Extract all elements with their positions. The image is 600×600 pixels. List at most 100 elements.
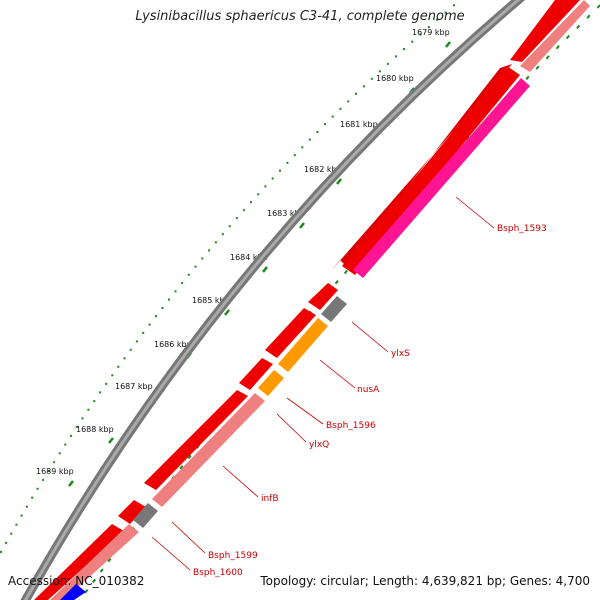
tick-dot	[70, 434, 72, 437]
tick-dot	[347, 100, 350, 103]
tick-dot	[58, 452, 61, 455]
topology-text: Topology: circular; Length: 4,639,821 bp…	[260, 574, 590, 588]
gene-feature[interactable]	[353, 78, 530, 278]
gene-feature[interactable]	[144, 390, 248, 490]
tick-dot	[208, 249, 211, 252]
tick-dot	[286, 161, 289, 164]
tick-dot	[355, 92, 357, 95]
tick-dot	[411, 40, 414, 43]
label-leader	[276, 413, 307, 443]
tick-label: 1685 kbp	[192, 296, 230, 305]
tick-dot	[214, 241, 217, 244]
gene-labels: Bsph_1593 ylxS nusA Bsph_1596 ylxQ infB …	[151, 196, 547, 578]
tick-dot	[279, 169, 281, 172]
gene-feature[interactable]	[239, 358, 273, 390]
tick-dot	[81, 417, 84, 420]
tick-dot	[181, 282, 184, 285]
gene-label-ylxq[interactable]: ylxQ	[309, 440, 329, 450]
tick-dot	[93, 400, 96, 403]
tick-label: 1689 kbp	[36, 467, 74, 476]
tick-dot	[301, 146, 304, 149]
tick-label: 1683 kbp	[267, 209, 305, 218]
tick-dot	[148, 323, 151, 326]
tick-dot	[20, 514, 23, 517]
tick-dot	[15, 523, 18, 526]
gene-feature[interactable]	[520, 0, 590, 72]
tick-label: 1679 kbp	[412, 28, 450, 37]
forward-strand	[34, 0, 580, 600]
tick-dot	[105, 382, 108, 385]
gene-feature[interactable]	[342, 66, 520, 275]
major-tick	[262, 266, 268, 273]
tick-dot	[174, 290, 177, 293]
tick-mark	[586, 14, 591, 19]
label-leader	[286, 397, 324, 425]
tick-dot	[31, 496, 34, 499]
tick-label: 1687 kbp	[115, 382, 153, 391]
label-leader	[222, 465, 259, 498]
gene-feature[interactable]	[34, 524, 124, 600]
major-tick	[224, 309, 230, 316]
tick-dot	[378, 70, 381, 73]
gene-label-bsph-1596[interactable]: Bsph_1596	[326, 421, 376, 431]
gene-feature[interactable]	[60, 584, 86, 600]
tick-dot	[0, 550, 2, 553]
tick-dot	[228, 225, 231, 228]
tick-dot	[75, 426, 78, 429]
tick-mark	[179, 465, 184, 470]
tick-dot	[142, 331, 145, 334]
major-tick	[299, 222, 305, 229]
tick-label: 1681 kbp	[340, 120, 378, 129]
tick-dot	[242, 209, 245, 212]
major-tick	[336, 178, 342, 185]
tick-mark	[343, 269, 348, 275]
tick-dot	[53, 461, 56, 464]
tick-dot	[419, 33, 422, 36]
gene-feature[interactable]	[258, 370, 284, 396]
gene-label-bsph-1593[interactable]: Bsph_1593	[497, 224, 547, 234]
gene-label-bsph-1600[interactable]: Bsph_1600	[193, 568, 243, 578]
tick-dot	[250, 201, 252, 204]
gene-feature[interactable]	[510, 0, 580, 62]
major-tick	[68, 480, 74, 487]
tick-dot	[436, 18, 439, 21]
tick-mark	[99, 568, 104, 573]
tick-dot	[5, 541, 8, 544]
tick-dot	[271, 177, 274, 180]
tick-mark	[187, 454, 192, 460]
tick-dot	[453, 4, 455, 7]
tick-label: 1682 kbp	[304, 165, 342, 174]
gene-feature[interactable]	[152, 393, 265, 507]
tick-dot	[201, 257, 204, 260]
genome-backbone	[20, 0, 526, 600]
gene-label-nusa[interactable]: nusA	[357, 385, 380, 395]
accession-text: Accession: NC_010382	[8, 574, 145, 588]
tick-dot	[123, 357, 126, 360]
tick-dot	[64, 443, 67, 446]
tick-dot	[316, 130, 319, 133]
gene-label-bsph-1599[interactable]: Bsph_1599	[208, 551, 258, 561]
tick-dot	[370, 77, 373, 80]
tick-dot	[47, 470, 50, 472]
gene-feature[interactable]	[308, 283, 338, 310]
tick-dot	[403, 48, 406, 51]
tick-dot	[168, 298, 170, 301]
tick-dot	[87, 408, 90, 411]
tick-dot	[444, 11, 447, 14]
tick-dot	[25, 505, 28, 508]
genome-backbone-highlight	[23, 0, 521, 600]
gene-feature[interactable]	[118, 500, 146, 524]
gene-feature[interactable]	[321, 296, 347, 322]
gene-feature[interactable]	[133, 503, 158, 528]
tick-label: 1688 kbp	[76, 425, 114, 434]
tick-dot	[155, 315, 157, 318]
gene-label-ylxs[interactable]: ylxS	[391, 349, 410, 359]
tick-mark	[525, 75, 530, 80]
gene-label-infb[interactable]: infB	[261, 494, 279, 504]
gene-feature[interactable]	[278, 318, 328, 372]
tick-mark	[555, 45, 560, 50]
gene-feature[interactable]	[50, 524, 139, 600]
tick-dot	[10, 532, 13, 535]
tick-dot	[293, 154, 296, 157]
gene-feature[interactable]	[265, 308, 316, 358]
